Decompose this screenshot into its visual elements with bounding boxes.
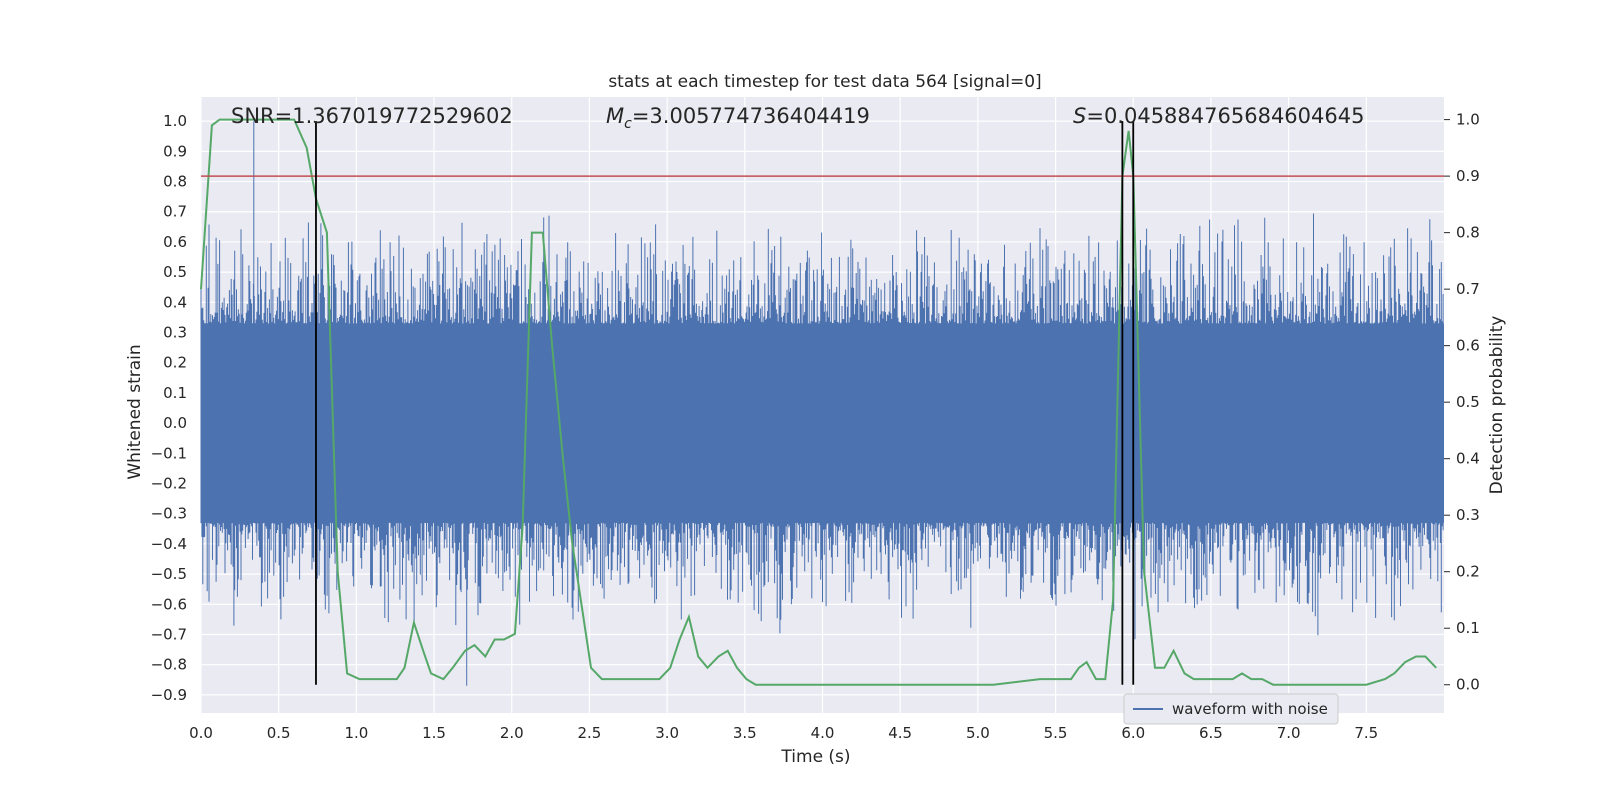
x-tick-label: 4.0 [811, 724, 835, 742]
y-tick-label: −0.4 [151, 535, 187, 553]
y-tick-label: −0.7 [151, 625, 187, 643]
x-tick-label: 3.5 [733, 724, 757, 742]
x-tick-label: 6.5 [1199, 724, 1223, 742]
y-tick-label: 0.1 [163, 384, 187, 402]
probability-series [200, 118, 1437, 686]
x-tick-label: 5.5 [1044, 724, 1068, 742]
y2-tick-label: 0.6 [1456, 337, 1480, 355]
y2-tick-label: 1.0 [1456, 111, 1480, 129]
x-tick-label: 7.5 [1354, 724, 1378, 742]
y-tick-label: 0.5 [163, 263, 187, 281]
y-tick-label: 0.3 [163, 324, 187, 342]
overlay-lines [201, 121, 1444, 685]
x-tick-label: 1.5 [422, 724, 446, 742]
legend: waveform with noise [1123, 693, 1339, 725]
x-tick-label: 0.0 [189, 724, 213, 742]
x-tick-label: 2.0 [500, 724, 524, 742]
s-symbol: S [1073, 104, 1086, 128]
chart-title: stats at each timestep for test data 564… [608, 72, 1041, 92]
legend-label: waveform with noise [1172, 700, 1328, 718]
y-tick-label: 0.7 [163, 203, 187, 221]
chirp-mass-subscript: c [624, 116, 632, 132]
x-tick-label: 0.5 [267, 724, 291, 742]
y2-axis-label: Detection probability [1487, 316, 1507, 495]
y-tick-label: 0.4 [163, 293, 187, 311]
y2-tick-label: 0.5 [1456, 393, 1480, 411]
y2-tick-label: 0.0 [1456, 676, 1480, 694]
y2-tick-label: 0.3 [1456, 506, 1480, 524]
x-tick-label: 5.0 [966, 724, 990, 742]
x-tick-label: 3.0 [655, 724, 679, 742]
chirp-mass-annotation: Mc=3.005774736404419 [606, 104, 870, 132]
x-tick-label: 6.0 [1121, 724, 1145, 742]
y-tick-label: −0.2 [151, 475, 187, 493]
y-tick-label: 0.8 [163, 173, 187, 191]
y2-tick-label: 0.8 [1456, 224, 1480, 242]
y2-tick-label: 0.4 [1456, 450, 1480, 468]
y2-tick-label: 0.9 [1456, 167, 1480, 185]
y-axis-label: Whitened strain [125, 344, 145, 479]
y-tick-label: 0.6 [163, 233, 187, 251]
x-tick-label: 7.0 [1277, 724, 1301, 742]
x-axis-label: Time (s) [780, 747, 850, 767]
waveform-series [200, 121, 1444, 686]
x-tick-label: 4.5 [888, 724, 912, 742]
y-tick-label: −0.6 [151, 595, 187, 613]
y2-tick-label: 0.7 [1456, 280, 1480, 298]
y-tick-label: 0.2 [163, 354, 187, 372]
x-tick-label: 2.5 [578, 724, 602, 742]
y-tick-label: −0.9 [151, 686, 187, 704]
y-tick-label: 0.9 [163, 142, 187, 160]
y-tick-label: 0.0 [163, 414, 187, 432]
s-value: =0.045884765684604645 [1086, 104, 1364, 128]
s-annotation: S=0.045884765684604645 [1073, 104, 1364, 128]
legend-box [1123, 693, 1339, 725]
y2-tick-label: 0.2 [1456, 563, 1480, 581]
y-tick-label: −0.8 [151, 656, 187, 674]
y-tick-label: −0.3 [151, 505, 187, 523]
y-tick-label: −0.1 [151, 444, 187, 462]
y-tick-label: −0.5 [151, 565, 187, 583]
x-tick-label: 1.0 [344, 724, 368, 742]
waveform-line [200, 121, 1444, 686]
chirp-mass-symbol: M [606, 104, 624, 128]
axis-ticks: 0.0 0.5 1.0 1.5 2.0 2.5 3.0 3.5 4.0 4.5 5.0 5.5 6.0 6… [151, 111, 1480, 742]
y2-tick-label: 0.1 [1456, 619, 1480, 637]
y-tick-label: 1.0 [163, 112, 187, 130]
probability-line [200, 118, 1437, 686]
chirp-mass-value: =3.005774736404419 [632, 104, 870, 128]
snr-annotation: SNR=1.367019772529602 [231, 104, 513, 128]
